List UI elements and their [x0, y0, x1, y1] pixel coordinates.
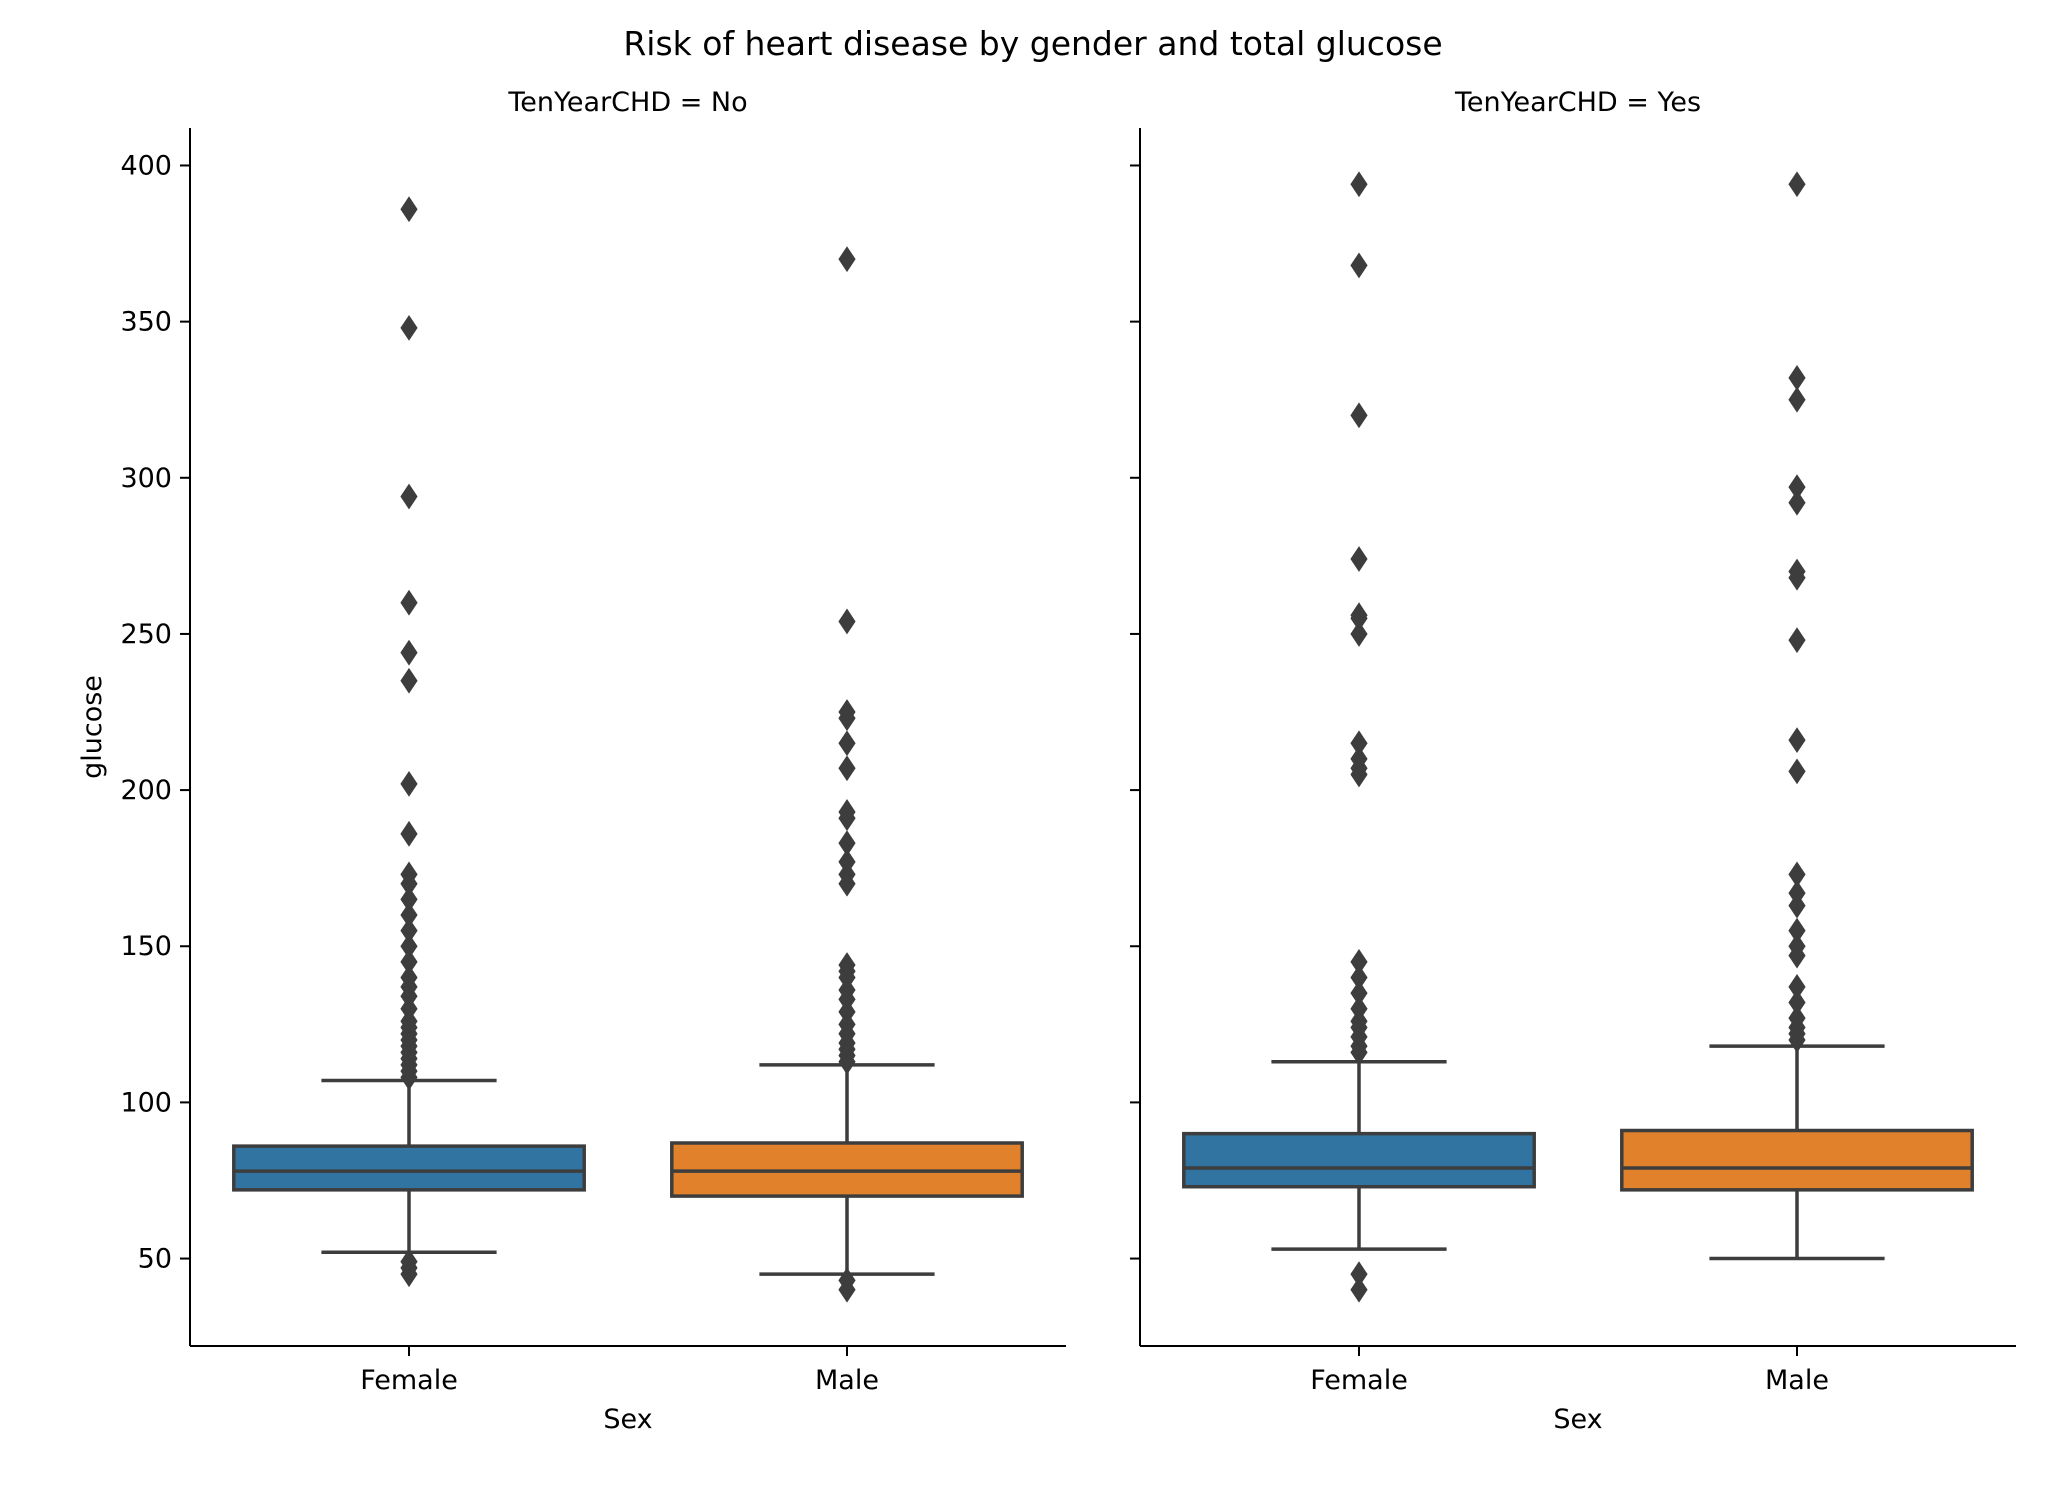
outlier-point — [400, 902, 418, 928]
outlier-point — [1788, 758, 1806, 785]
outlier-point — [1788, 861, 1806, 888]
outlier-point — [1788, 627, 1806, 654]
outlier-point — [1350, 402, 1368, 429]
outlier-point — [1350, 730, 1368, 757]
y-tick-label: 250 — [120, 619, 172, 650]
outlier-point — [838, 799, 856, 825]
y-tick-label: 350 — [120, 307, 172, 338]
outlier-point — [400, 820, 418, 847]
outlier-point — [400, 964, 418, 991]
outlier-point — [1788, 474, 1806, 501]
outlier-point — [1350, 995, 1368, 1022]
outlier-point — [400, 1248, 418, 1275]
outlier-point — [400, 770, 418, 797]
outlier-point — [1788, 989, 1806, 1016]
outlier-point — [400, 589, 418, 616]
outlier-point — [1350, 745, 1368, 772]
x-tick-label: Female — [1310, 1365, 1408, 1396]
outlier-point — [1788, 489, 1806, 516]
outlier-point — [400, 948, 418, 975]
x-tick-label: Male — [1765, 1365, 1829, 1396]
chart-title: Risk of heart disease by gender and tota… — [623, 24, 1442, 63]
x-axis-label: Sex — [603, 1404, 652, 1435]
outlier-point — [838, 830, 856, 857]
outlier-point — [1350, 964, 1368, 991]
outlier-point — [1350, 602, 1368, 629]
outlier-point — [838, 730, 856, 757]
outlier-point — [838, 755, 856, 782]
outlier-point — [1350, 546, 1368, 572]
y-tick-label: 150 — [120, 931, 172, 962]
y-tick-label: 50 — [138, 1244, 172, 1275]
outlier-point — [1788, 1005, 1806, 1031]
outlier-point — [400, 917, 418, 944]
x-axis-label: Sex — [1553, 1404, 1602, 1435]
outlier-point — [1350, 1261, 1368, 1288]
outlier-point — [1350, 252, 1368, 279]
outlier-point — [400, 886, 418, 913]
panel-title: TenYearCHD = No — [507, 87, 747, 118]
outlier-point — [1788, 364, 1806, 391]
outlier-point — [1788, 933, 1806, 960]
outlier-point — [400, 639, 418, 666]
box-iqr — [1620, 1128, 1974, 1192]
outlier-point — [400, 196, 418, 223]
outlier-point — [1350, 1276, 1368, 1303]
y-tick-label: 100 — [120, 1087, 172, 1118]
outlier-point — [838, 608, 856, 635]
y-tick-label: 400 — [120, 150, 172, 181]
box-iqr — [1182, 1131, 1536, 1189]
panel-title: TenYearCHD = Yes — [1454, 87, 1701, 118]
box-iqr — [232, 1144, 586, 1192]
outlier-point — [838, 952, 856, 978]
outlier-point — [838, 699, 856, 725]
outlier-point — [400, 667, 418, 694]
outlier-point — [1788, 880, 1806, 907]
outlier-point — [1788, 917, 1806, 944]
outlier-point — [1350, 171, 1368, 198]
y-axis-label: glucose — [77, 675, 108, 779]
outlier-point — [400, 933, 418, 960]
outlier-point — [838, 1267, 856, 1294]
outlier-point — [1788, 171, 1806, 198]
x-tick-label: Male — [815, 1365, 879, 1396]
outlier-point — [838, 246, 856, 273]
outlier-point — [400, 314, 418, 341]
outlier-point — [400, 861, 418, 888]
outlier-point — [400, 483, 418, 510]
outlier-point — [1788, 558, 1806, 585]
y-tick-label: 200 — [120, 775, 172, 806]
outlier-point — [838, 849, 856, 875]
outlier-point — [1788, 386, 1806, 413]
x-tick-label: Female — [360, 1365, 458, 1396]
outlier-point — [1350, 621, 1368, 647]
outlier-point — [1350, 948, 1368, 975]
outlier-point — [1350, 980, 1368, 1006]
outlier-point — [1788, 973, 1806, 1000]
outlier-point — [1788, 727, 1806, 754]
y-tick-label: 300 — [120, 463, 172, 494]
